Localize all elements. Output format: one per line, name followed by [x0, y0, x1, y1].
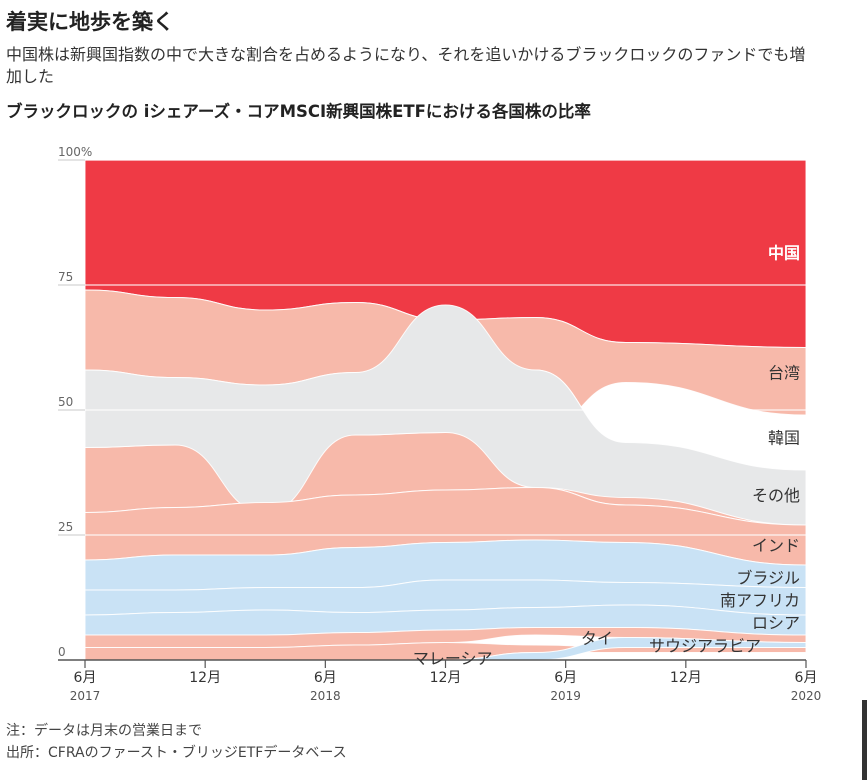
- x-tick-label: 6月: [314, 670, 337, 686]
- subtitle: 中国株は新興国指数の中で大きな割合を占めるようになり、それを追いかけるブラックロ…: [6, 45, 806, 86]
- chart-source: 出所：CFRAのファースト・ブリッジETFデータベース: [6, 745, 347, 761]
- series-label: ブラジル: [736, 569, 800, 588]
- chart-title: ブラックロックの iシェアーズ・コアMSCI新興国株ETFにおける各国株の比率: [6, 102, 591, 121]
- y-tick-label: 100%: [58, 145, 92, 159]
- x-tick-year: 2017: [70, 689, 101, 703]
- series-label: 中国: [768, 244, 800, 263]
- series-label: 韓国: [768, 429, 800, 448]
- x-tick-label: 12月: [430, 670, 462, 686]
- series-label: 南アフリカ: [720, 591, 800, 610]
- series-label: マレーシア: [413, 649, 493, 668]
- series-label: ロシア: [752, 614, 800, 633]
- y-tick-label: 50: [58, 395, 73, 409]
- x-tick-year: 2018: [310, 689, 341, 703]
- y-tick-label: 25: [58, 520, 73, 534]
- x-tick-label: 6月: [795, 670, 818, 686]
- x-tick-label: 12月: [189, 670, 221, 686]
- x-tick-year: 2020: [791, 689, 822, 703]
- axis-layer: 0 25 50 75 100% 6月 2017 12月 6月 2018 12月 6月 2019 12月 6月…: [58, 145, 821, 703]
- chart-note: 注：データは月末の営業日まで: [6, 723, 202, 739]
- y-tick-label: 75: [58, 270, 73, 284]
- series-label: その他: [752, 486, 800, 505]
- page-title: 着実に地歩を築く: [6, 10, 174, 34]
- side-scroll-bar: [862, 700, 867, 780]
- x-tick-label: 12月: [670, 670, 702, 686]
- x-tick-year: 2019: [550, 689, 581, 703]
- y-tick-label: 0: [58, 645, 66, 659]
- x-tick-label: 6月: [554, 670, 577, 686]
- grid-layer: [58, 159, 806, 536]
- series-label: タイ: [581, 629, 613, 648]
- series-label: インド: [752, 536, 800, 555]
- x-tick-label: 6月: [74, 670, 97, 686]
- band-layer: [84, 159, 807, 661]
- series-label: サウジアラビア: [649, 637, 761, 656]
- streamgraph-chart: 0 25 50 75 100% 6月 2017 12月 6月 2018 12月 6月 2019 12月 6月…: [58, 145, 821, 703]
- series-label: 台湾: [768, 364, 800, 383]
